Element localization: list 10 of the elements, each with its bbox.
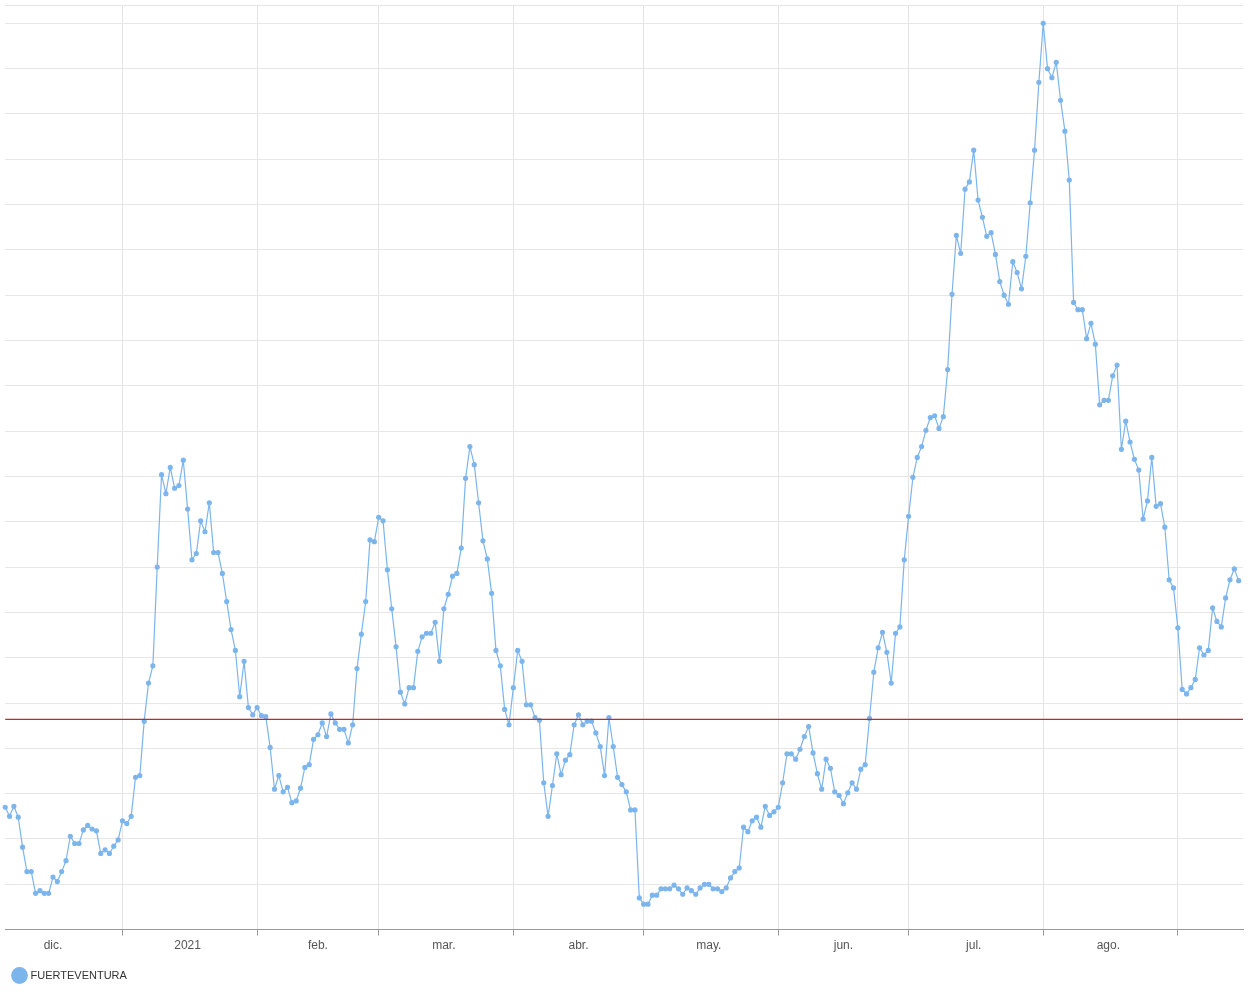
x-tick-label: abr. xyxy=(568,938,589,953)
x-tick-label: may. xyxy=(696,938,722,953)
x-tick-label: jul. xyxy=(965,938,982,953)
x-tick-label: jun. xyxy=(832,938,854,953)
x-tick-label: feb. xyxy=(307,938,328,953)
x-tick-label: ago. xyxy=(1096,938,1121,953)
x-tick-label: dic. xyxy=(43,938,63,953)
x-tick-label: mar. xyxy=(432,938,456,953)
legend-label: FUERTEVENTURA xyxy=(30,968,128,981)
x-tick-label: 2021 xyxy=(174,938,202,953)
